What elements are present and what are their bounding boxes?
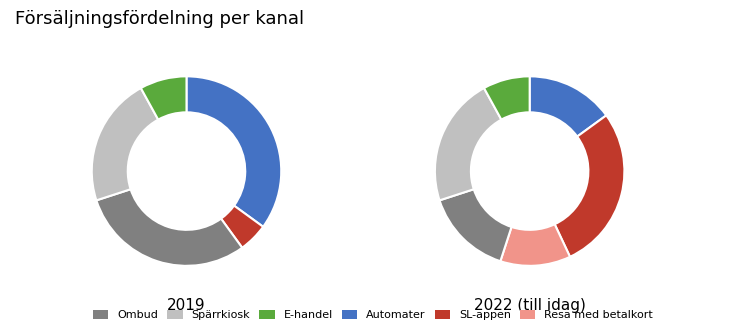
- Text: Försäljningsfördelning per kanal: Försäljningsfördelning per kanal: [15, 10, 304, 28]
- Wedge shape: [96, 189, 242, 266]
- Wedge shape: [530, 76, 606, 137]
- Wedge shape: [141, 76, 186, 120]
- Wedge shape: [439, 189, 512, 261]
- Legend: Ombud, Spärrkiosk, E-handel, Automater, SL-appen, Resa med betalkort: Ombud, Spärrkiosk, E-handel, Automater, …: [90, 306, 656, 323]
- Wedge shape: [555, 115, 624, 257]
- Wedge shape: [484, 76, 530, 120]
- Wedge shape: [221, 206, 263, 248]
- Wedge shape: [501, 224, 570, 266]
- Wedge shape: [435, 88, 501, 200]
- X-axis label: 2022 (till idag): 2022 (till idag): [474, 298, 586, 313]
- Wedge shape: [186, 76, 281, 227]
- X-axis label: 2019: 2019: [167, 298, 206, 313]
- Wedge shape: [92, 88, 158, 200]
